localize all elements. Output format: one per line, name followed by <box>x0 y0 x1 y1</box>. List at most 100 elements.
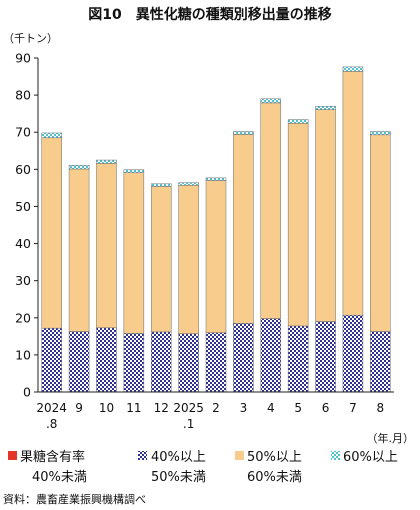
x-axis: 2024 .8 9 10 11 12 2025 .1 2 3 4 5 6 7 8 <box>36 391 394 431</box>
bar-segment-series-3 <box>150 183 172 187</box>
legend-swatch <box>331 451 340 460</box>
legend-swatch <box>235 451 244 460</box>
legend-item: 50%以上 60%未満 <box>235 450 302 485</box>
bar-segment-series-2 <box>370 134 391 332</box>
legend: 果糖含有率 40%未満 40%以上 50%未満 50%以上 60%未満 60%以上 <box>8 449 398 485</box>
x-tick-label: .1 <box>183 417 194 431</box>
bar-segment-series-1 <box>342 314 364 392</box>
bar-segment-series-1 <box>123 333 145 392</box>
y-axis: 0 10 20 30 40 50 60 70 80 90 <box>15 51 39 400</box>
x-tick-label: 2 <box>212 401 220 415</box>
bar-segment-series-3 <box>41 132 62 139</box>
bar-stack <box>287 119 309 393</box>
bar-segment-series-1 <box>205 332 227 392</box>
bar-segment-series-1 <box>178 333 199 392</box>
bar-stack <box>260 98 282 393</box>
bar-segment-series-1 <box>315 321 336 392</box>
x-tick-label: 11 <box>126 401 141 415</box>
bar-segment-series-3 <box>260 98 282 104</box>
x-tick-label: 3 <box>240 401 248 415</box>
x-tick-label: 5 <box>294 401 302 415</box>
bar-segment-series-3 <box>287 119 309 124</box>
x-tick-label: 2024 <box>36 401 67 415</box>
bar-segment-series-2 <box>96 163 117 329</box>
bar-segment-series-2 <box>205 180 227 333</box>
x-tick-label: 4 <box>267 401 275 415</box>
chart-title: 図10 異性化糖の種類別移出量の推移 <box>88 6 331 23</box>
x-tick-label: .8 <box>46 417 57 431</box>
bar-segment-series-3 <box>68 165 90 170</box>
bar-segment-series-1 <box>260 318 282 392</box>
legend-label: 果糖含有率 <box>20 449 85 465</box>
y-tick-label: 80 <box>15 88 31 103</box>
bar-stack <box>205 177 227 393</box>
legend-label: 40%未満 <box>32 470 87 485</box>
bar-segment-series-3 <box>178 182 199 186</box>
bar-stack <box>342 66 364 393</box>
bar-segment-series-1 <box>150 331 172 392</box>
bar-stack <box>123 169 145 393</box>
y-axis-unit-label: （千トン） <box>3 32 58 45</box>
bar-group <box>41 66 391 393</box>
x-axis-unit-label: （年.月） <box>367 431 415 445</box>
legend-label: 60%未満 <box>247 470 302 485</box>
bar-segment-series-1 <box>68 331 90 392</box>
bar-stack <box>370 131 391 393</box>
source-note: 資料：農畜産業振興機構調べ <box>3 492 146 506</box>
bar-segment-series-2 <box>260 102 282 319</box>
x-tick-label: 8 <box>376 401 384 415</box>
bar-segment-series-2 <box>342 71 364 316</box>
x-tick-label: 6 <box>322 401 330 415</box>
y-tick-label: 10 <box>15 347 31 362</box>
bar-segment-series-3 <box>205 177 227 181</box>
legend-swatch <box>138 451 147 460</box>
y-tick-label: 40 <box>15 236 31 251</box>
y-tick-label: 30 <box>15 273 31 288</box>
bar-segment-series-2 <box>68 168 90 332</box>
bar-segment-series-2 <box>287 123 309 327</box>
bar-stack <box>41 132 62 393</box>
x-tick-label: 12 <box>154 401 169 415</box>
bar-segment-series-3 <box>342 66 364 72</box>
legend-item: 果糖含有率 40%未満 <box>8 449 87 485</box>
legend-item: 40%以上 50%未満 <box>138 450 206 485</box>
bar-segment-series-1 <box>96 327 117 392</box>
bar-segment-series-3 <box>96 159 117 164</box>
bar-stack <box>150 183 172 393</box>
bar-stack <box>178 182 199 393</box>
bar-segment-series-2 <box>178 185 199 334</box>
legend-label: 50%以上 <box>247 450 302 465</box>
x-tick-label: 10 <box>99 401 114 415</box>
bar-segment-series-1 <box>287 325 309 392</box>
legend-swatch <box>8 451 17 460</box>
bar-stack <box>233 131 254 393</box>
y-tick-label: 50 <box>15 199 31 214</box>
legend-label: 50%未満 <box>151 470 206 485</box>
x-tick-label: 7 <box>349 401 357 415</box>
bar-stack <box>96 159 117 393</box>
bar-segment-series-3 <box>233 131 254 135</box>
bar-segment-series-2 <box>41 137 62 329</box>
bar-stack <box>315 105 336 393</box>
legend-label: 40%以上 <box>151 450 206 465</box>
bar-segment-series-3 <box>315 105 336 110</box>
y-tick-label: 70 <box>15 125 31 140</box>
y-tick-label: 90 <box>15 51 31 66</box>
bar-segment-series-1 <box>370 331 391 392</box>
x-tick-label: 2025 <box>173 401 204 415</box>
bar-segment-series-3 <box>370 131 391 136</box>
bar-segment-series-1 <box>41 327 62 392</box>
bar-stack <box>68 165 90 393</box>
bar-segment-series-2 <box>315 109 336 322</box>
y-tick-label: 20 <box>15 310 31 325</box>
y-tick-label: 60 <box>15 162 31 177</box>
legend-label: 60%以上 <box>343 450 398 465</box>
x-tick-label: 9 <box>75 401 83 415</box>
bar-segment-series-2 <box>233 134 254 324</box>
legend-item: 60%以上 <box>331 450 398 465</box>
y-tick-label: 0 <box>23 385 31 400</box>
bar-segment-series-3 <box>123 169 145 173</box>
bar-segment-series-2 <box>123 172 145 334</box>
bar-segment-series-2 <box>150 186 172 333</box>
